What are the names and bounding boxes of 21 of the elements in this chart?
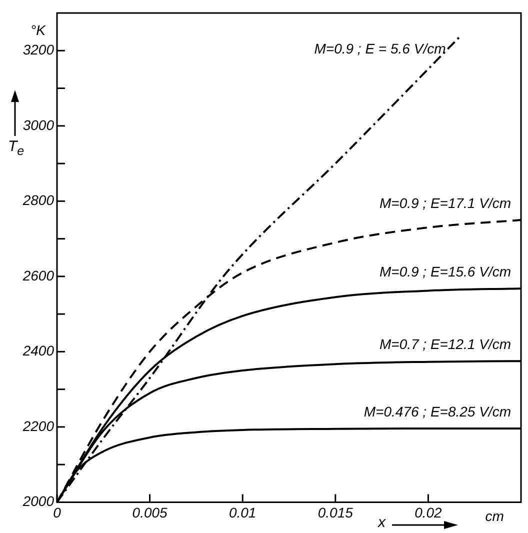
- x-tick-label: 0: [53, 504, 62, 520]
- series-label: M=0.9 ; E=17.1 V/cm: [379, 194, 512, 211]
- series-label: M=0.476 ; E=8.25 V/cm: [364, 403, 512, 420]
- y-tick-label: 2400: [22, 342, 54, 359]
- series-label: M=0.7 ; E=12.1 V/cm: [379, 336, 512, 352]
- text: cm: [485, 508, 504, 524]
- x-tick-label: 0.005: [132, 504, 168, 520]
- x-tick-label: 0.02: [414, 504, 442, 520]
- y-tick-label: 2800: [22, 192, 54, 208]
- y-axis-title: T$_{e}$: [8, 138, 24, 158]
- y-tick-label: 2600: [22, 267, 54, 284]
- text: °K: [30, 22, 46, 38]
- x-axis-title: x: [378, 514, 386, 531]
- y-tick-label: 3000: [22, 116, 54, 133]
- y-tick-label: 3200: [22, 42, 54, 58]
- y-tick-label: 2200: [22, 418, 54, 434]
- x-tick-label: 0.015: [318, 504, 354, 520]
- x-tick-label: 0.01: [228, 504, 256, 520]
- series-label: M=0.9 ; E=15.6 V/cm: [379, 263, 512, 280]
- y-tick-label: 2000: [22, 493, 54, 510]
- series-label: M=0.9 ; E = 5.6 V/cm: [314, 40, 446, 57]
